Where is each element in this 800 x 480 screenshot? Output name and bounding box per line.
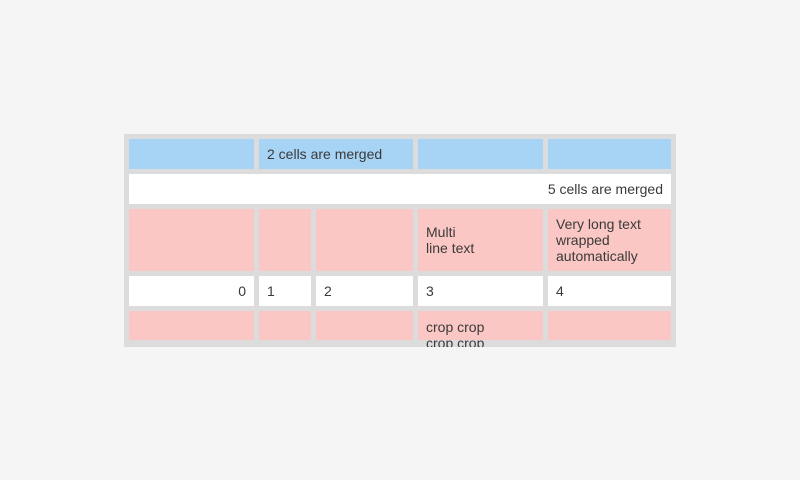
crop-text: crop crop crop crop <box>426 319 485 347</box>
crop-row: crop crop crop crop <box>129 311 672 347</box>
full-span-row: 5 cells are merged <box>129 174 672 204</box>
number-cell-3: 3 <box>418 276 544 306</box>
crop-row-cell-2 <box>316 311 414 340</box>
number-row: 0 1 2 3 4 <box>129 276 672 306</box>
number-cell-0: 0 <box>129 276 254 306</box>
header-cell-3 <box>418 139 544 169</box>
pink-cell-1 <box>259 209 311 271</box>
crop-text-clip: crop crop crop crop <box>426 311 535 347</box>
crop-text-cell: crop crop crop crop <box>418 311 544 347</box>
number-cell-4: 4 <box>548 276 672 306</box>
pink-row: Multi line text Very long text wrapped a… <box>129 209 672 271</box>
number-cell-2: 2 <box>316 276 414 306</box>
header-merged-cell: 2 cells are merged <box>259 139 414 169</box>
wrapped-text-cell: Very long text wrapped automatically <box>548 209 672 271</box>
header-row: 2 cells are merged <box>129 139 672 169</box>
header-cell-4 <box>548 139 672 169</box>
crop-row-cell-1 <box>259 311 311 340</box>
pink-cell-2 <box>316 209 414 271</box>
multi-line-cell: Multi line text <box>418 209 544 271</box>
table-widget: 2 cells are merged 5 cells are merged Mu… <box>124 134 676 347</box>
crop-row-cell-4 <box>548 311 672 340</box>
crop-row-cell-0 <box>129 311 254 340</box>
demo-table: 2 cells are merged 5 cells are merged Mu… <box>124 134 676 347</box>
number-cell-1: 1 <box>259 276 311 306</box>
pink-cell-0 <box>129 209 254 271</box>
full-span-cell: 5 cells are merged <box>129 174 672 204</box>
header-cell-0 <box>129 139 254 169</box>
